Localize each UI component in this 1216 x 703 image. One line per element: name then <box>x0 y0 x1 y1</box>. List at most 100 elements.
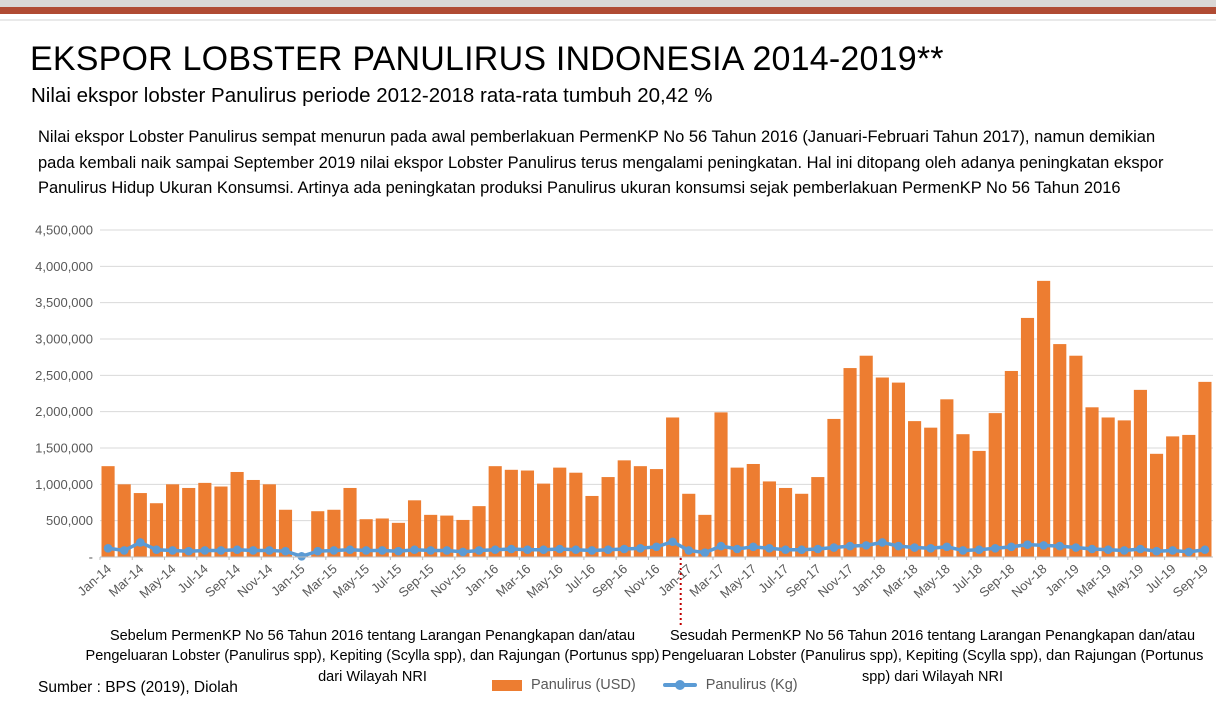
kg-point <box>668 537 677 547</box>
usd-bar <box>198 482 212 557</box>
usd-bar <box>924 427 938 557</box>
kg-point <box>523 545 532 555</box>
usd-bar <box>1166 436 1180 557</box>
usd-bar <box>343 487 357 557</box>
usd-bar <box>278 509 293 557</box>
usd-bar <box>359 519 373 557</box>
kg-point <box>103 543 113 553</box>
x-tick-label: May-18 <box>911 561 953 601</box>
x-tick-label: Sep-16 <box>589 561 630 600</box>
y-tick-label: 1,500,000 <box>35 441 93 456</box>
kg-point <box>313 546 323 556</box>
usd-bar <box>698 514 712 557</box>
kg-point <box>894 541 903 551</box>
kg-point <box>1103 545 1113 555</box>
kg-point <box>1087 544 1097 554</box>
kg-point <box>636 543 645 553</box>
x-tick-label: May-16 <box>523 561 565 601</box>
usd-bar <box>1020 317 1035 557</box>
kg-point <box>1119 546 1129 555</box>
kg-point <box>603 545 613 555</box>
usd-bar <box>504 469 518 557</box>
kg-point <box>361 546 371 555</box>
usd-bar <box>101 466 115 557</box>
usd-bar <box>456 519 470 557</box>
x-tick-label: Jan-17 <box>655 561 695 599</box>
x-tick-label: May-19 <box>1104 561 1146 601</box>
kg-point <box>426 546 435 555</box>
kg-point <box>829 543 839 552</box>
kg-point <box>1055 541 1065 551</box>
x-tick-label: Sep-14 <box>202 561 243 600</box>
usd-bar <box>682 493 696 557</box>
x-tick-label: Nov-17 <box>815 561 856 600</box>
y-tick-label: 3,500,000 <box>35 295 93 310</box>
usd-bar <box>891 382 906 557</box>
usd-bar <box>617 460 631 557</box>
usd-bar <box>133 493 147 557</box>
kg-point <box>797 545 806 555</box>
kg-point <box>990 543 1000 553</box>
y-tick-label: 500,000 <box>46 513 93 528</box>
kg-point <box>345 545 355 555</box>
usd-bar <box>1182 434 1196 557</box>
usd-bar <box>730 467 744 557</box>
usd-bar <box>1101 417 1115 557</box>
usd-bar <box>908 421 922 557</box>
usd-bar <box>762 481 776 557</box>
source-note: Sumber : BPS (2019), Diolah <box>38 679 238 696</box>
kg-point <box>781 545 790 555</box>
usd-bar <box>1004 370 1018 557</box>
usd-bar <box>988 413 1002 557</box>
kg-point <box>813 544 823 554</box>
kg-point <box>619 544 629 554</box>
usd-bar <box>585 495 599 557</box>
kg-legend-label: Panulirus (Kg) <box>705 677 798 693</box>
usd-bar <box>1053 344 1067 557</box>
x-tick-label: Nov-16 <box>621 561 662 600</box>
kg-point <box>458 547 468 557</box>
usd-bar <box>1117 420 1131 557</box>
kg-point <box>119 546 129 555</box>
x-tick-label: Jan-16 <box>462 561 502 599</box>
kg-point <box>297 551 306 561</box>
kg-point <box>958 546 968 555</box>
usd-bar <box>262 484 276 557</box>
kg-point <box>442 546 452 555</box>
kg-point <box>1071 543 1081 552</box>
kg-point <box>587 546 597 555</box>
usd-bar <box>843 368 857 557</box>
page-subtitle: Nilai ekspor lobster Panulirus periode 2… <box>31 84 713 107</box>
usd-bar <box>1198 381 1212 557</box>
y-tick-label: 4,000,000 <box>35 259 93 274</box>
kg-point <box>926 543 936 553</box>
y-tick-label: 2,500,000 <box>35 368 93 383</box>
x-tick-label: Sep-15 <box>395 561 436 600</box>
y-tick-label: 4,500,000 <box>35 223 93 238</box>
kg-point <box>216 546 226 555</box>
usd-bar <box>214 486 228 557</box>
kg-legend-dot <box>674 679 685 690</box>
kg-point <box>507 544 516 554</box>
kg-line-series <box>103 537 1210 561</box>
kg-point <box>1152 546 1161 556</box>
usd-bar <box>311 511 325 557</box>
kg-point <box>571 545 581 555</box>
usd-bar <box>182 487 196 557</box>
usd-bar <box>230 471 244 557</box>
x-tick-label: Jan-18 <box>849 561 889 599</box>
y-axis-labels: 4,500,000 4,000,000 3,500,000 3,000,000 2,50… <box>35 223 93 565</box>
usd-bar <box>327 509 341 557</box>
x-tick-label: May-14 <box>136 561 178 601</box>
usd-bar <box>537 483 551 557</box>
top-red-rule <box>0 7 1216 14</box>
x-axis-labels: Jan-14Mar-14May-14Jul-14Sep-14Nov-14Jan-… <box>74 561 1210 601</box>
x-tick-label: Nov-18 <box>1008 561 1049 600</box>
usd-bar <box>875 377 889 557</box>
kg-point <box>1184 547 1194 557</box>
usd-bar <box>956 434 970 557</box>
usd-bar <box>1037 280 1051 557</box>
usd-bar <box>811 477 825 557</box>
export-chart: 4,500,000 4,000,000 3,500,000 3,000,000 2,50… <box>35 223 1213 625</box>
